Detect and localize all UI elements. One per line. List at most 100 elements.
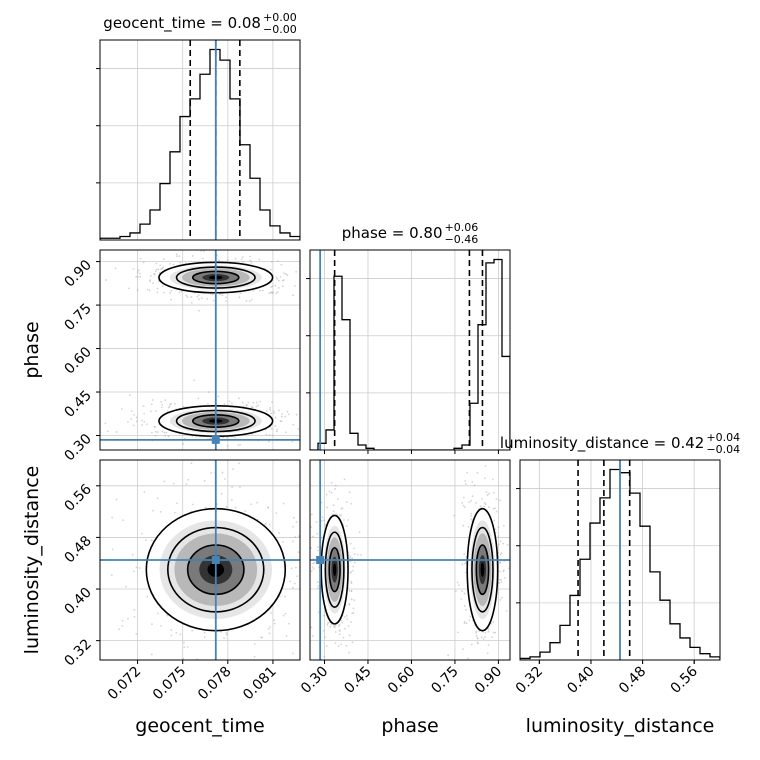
contour-line [324, 531, 345, 608]
sample-point [348, 651, 351, 654]
sample-point [105, 279, 108, 281]
sample-point [163, 480, 166, 483]
sample-point [492, 507, 495, 510]
sample-point [278, 532, 280, 534]
sample-point [169, 403, 172, 406]
sample-point [484, 631, 487, 634]
sample-point [337, 645, 340, 648]
sample-point [293, 582, 296, 585]
sample-point [470, 499, 472, 502]
sample-point [500, 552, 503, 554]
sample-point [261, 636, 264, 639]
sample-point [495, 498, 498, 501]
sample-point [320, 501, 323, 504]
sample-point [360, 554, 363, 556]
sample-point [275, 430, 278, 433]
sample-point [156, 497, 159, 500]
sample-point [493, 491, 495, 494]
sample-point [118, 628, 121, 631]
sample-point [328, 621, 331, 624]
sample-point [483, 501, 486, 504]
sample-point [312, 568, 315, 570]
sample-point [174, 511, 176, 514]
sample-point [353, 561, 356, 564]
sample-point [282, 614, 285, 617]
sample-point [348, 603, 351, 606]
sample-point [114, 267, 117, 270]
panel-frame [519, 459, 721, 661]
sample-point [340, 643, 342, 646]
sample-point [336, 662, 338, 664]
sample-point [334, 488, 337, 490]
sample-point [223, 478, 226, 480]
sample-point [255, 401, 258, 404]
sample-point [174, 402, 176, 405]
sample-point [250, 298, 253, 301]
sample-point [245, 403, 248, 406]
sample-point [286, 410, 289, 413]
sample-point [165, 431, 168, 434]
sample-point [265, 433, 268, 436]
sample-point [212, 299, 215, 302]
sample-point [154, 270, 157, 273]
sample-point [500, 581, 503, 584]
sample-point [470, 512, 473, 515]
sample-point [110, 574, 113, 577]
sample-point [250, 503, 253, 506]
panel-title-text: phase = 0.80 [342, 224, 443, 242]
sample-point [314, 526, 316, 528]
sample-point [170, 298, 173, 301]
sample-point [268, 632, 271, 635]
sample-point [317, 611, 320, 614]
sample-point [468, 501, 470, 504]
sample-point [259, 289, 261, 292]
sample-point [142, 405, 145, 407]
sample-point [182, 657, 185, 660]
sample-point [162, 291, 165, 294]
sample-point [340, 619, 343, 622]
panel-title-text: luminosity_distance = 0.42 [500, 434, 704, 453]
sample-point [150, 539, 153, 542]
sample-point [153, 425, 156, 428]
sample-point [149, 275, 152, 277]
sample-point [463, 592, 466, 595]
sample-point [225, 633, 228, 636]
sample-point [324, 524, 326, 527]
sample-point [329, 625, 332, 628]
sample-point [191, 435, 194, 438]
sample-point [291, 540, 294, 543]
sample-point [486, 652, 489, 655]
sample-point [487, 630, 490, 633]
contour-line [466, 507, 499, 632]
sample-point [135, 566, 138, 569]
sample-point [502, 569, 505, 572]
sample-point [238, 462, 241, 465]
sample-point [131, 553, 134, 556]
sample-point [183, 646, 186, 649]
x-tick-label: 0.90 [472, 664, 505, 697]
sample-point [292, 652, 295, 655]
sample-point [247, 401, 250, 404]
sample-point [345, 525, 348, 527]
sample-point [249, 259, 252, 262]
sample-point [467, 657, 470, 660]
sample-point [242, 261, 244, 263]
sample-point [465, 555, 468, 558]
sample-point [343, 478, 346, 481]
sample-point [281, 540, 284, 543]
sample-point [207, 402, 209, 405]
sample-point [160, 624, 162, 627]
sample-point [167, 435, 170, 438]
sample-point [141, 532, 143, 535]
histogram-line [310, 258, 510, 450]
sample-point [276, 428, 279, 431]
sample-point [323, 655, 326, 658]
sample-point [170, 403, 173, 405]
sample-point [310, 513, 313, 516]
sample-point [151, 431, 153, 434]
sample-point [219, 293, 221, 296]
sample-point [268, 292, 271, 295]
sample-point [161, 430, 164, 433]
sample-point [484, 635, 487, 638]
panel-frame [99, 459, 301, 661]
